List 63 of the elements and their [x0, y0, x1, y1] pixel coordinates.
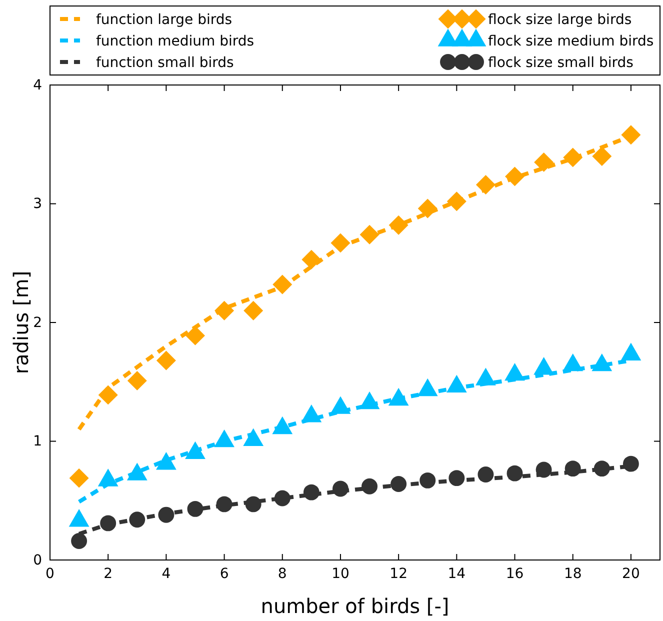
point: [302, 250, 322, 270]
point: [156, 350, 176, 370]
point: [187, 500, 204, 517]
x-tick-label: 2: [104, 566, 113, 582]
point: [478, 466, 494, 482]
point: [362, 478, 378, 494]
x-tick-label: 20: [622, 566, 640, 582]
x-tick-label: 8: [278, 566, 287, 582]
legend-label: flock size large birds: [488, 12, 632, 28]
point: [420, 472, 436, 488]
point: [592, 146, 612, 166]
point: [360, 224, 380, 244]
y-tick-label: 1: [33, 434, 42, 450]
point: [388, 215, 408, 235]
point: [330, 233, 350, 253]
point: [216, 496, 232, 512]
x-tick-label: 6: [220, 566, 229, 582]
legend-label: flock size medium birds: [488, 34, 654, 50]
point: [244, 300, 264, 320]
point: [129, 512, 146, 528]
point: [98, 385, 118, 405]
point: [448, 470, 465, 486]
point: [564, 460, 581, 477]
point: [127, 370, 147, 390]
point: [534, 152, 554, 172]
legend-label: function medium birds: [96, 34, 254, 50]
x-tick-label: 16: [506, 566, 524, 582]
y-tick-label: 4: [33, 77, 42, 94]
point: [245, 496, 262, 512]
x-tick-label: 0: [46, 566, 54, 582]
legend-label: function large birds: [96, 12, 232, 28]
x-axis-title: number of birds [-]: [260, 594, 450, 618]
point: [214, 300, 234, 320]
x-tick-label: 12: [390, 566, 408, 582]
point: [594, 460, 610, 477]
point: [303, 484, 320, 500]
point: [536, 462, 552, 478]
point: [332, 480, 348, 497]
point: [274, 490, 290, 506]
point: [476, 175, 496, 194]
x-tick-label: 4: [162, 566, 171, 582]
point: [622, 456, 639, 472]
legend-label: function small birds: [96, 55, 234, 71]
point: [621, 125, 641, 145]
x-tick-label: 10: [332, 566, 350, 582]
x-tick-label: 14: [448, 566, 466, 582]
y-tick-label: 0: [33, 552, 42, 568]
point: [272, 274, 292, 294]
y-tick-label: 3: [33, 196, 42, 212]
point: [390, 476, 407, 492]
point: [505, 166, 525, 186]
point: [158, 506, 174, 523]
point: [563, 148, 583, 168]
point: [69, 468, 89, 488]
point: [418, 198, 438, 218]
point: [506, 465, 523, 482]
point: [71, 533, 88, 549]
point: [100, 515, 116, 532]
point: [446, 192, 466, 212]
y-tick-label: 2: [33, 314, 42, 331]
x-tick-label: 18: [564, 566, 582, 582]
legend-label: flock size small birds: [488, 55, 634, 71]
y-axis-title: radius [m]: [9, 270, 33, 374]
